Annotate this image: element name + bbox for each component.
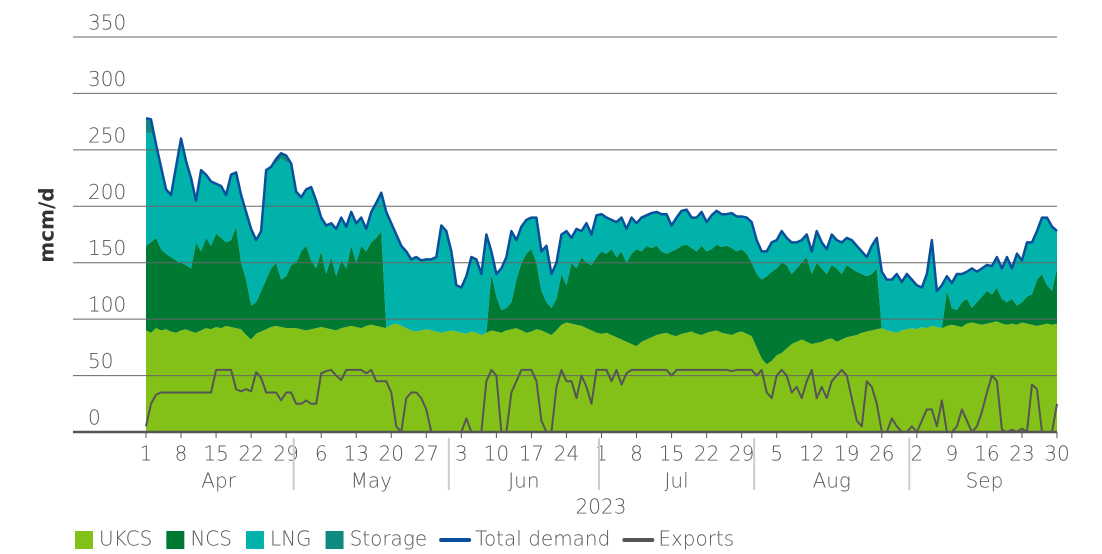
x-tick-label: 26	[869, 442, 894, 466]
legend-label: LNG	[270, 527, 312, 551]
x-tick-label: 30	[1044, 442, 1069, 466]
line-4	[145, 117, 1058, 293]
legend-swatch	[75, 531, 93, 549]
x-tick-label: 10	[484, 442, 509, 466]
x-tick-label: 20	[379, 442, 404, 466]
x-tick-label: 16	[974, 442, 999, 466]
x-tick-label: 13	[344, 442, 369, 466]
month-label: Sep	[966, 469, 1004, 493]
legend-label: Exports	[658, 527, 734, 551]
x-tick-label: 23	[1009, 442, 1034, 466]
legend-label: NCS	[190, 527, 232, 551]
x-tick-label: 29	[273, 442, 298, 466]
area-1	[146, 226, 1057, 365]
month-label: Apr	[201, 469, 236, 493]
month-label: Aug	[813, 469, 851, 493]
x-tick-label: 24	[554, 442, 579, 466]
x-tick-label: 22	[238, 442, 263, 466]
y-tick-label: 250	[88, 123, 126, 147]
month-label: Jun	[508, 469, 539, 493]
x-tick-label: 22	[694, 442, 719, 466]
legend-label: Storage	[350, 527, 428, 551]
x-tick-label: 27	[414, 442, 439, 466]
y-axis-label: mcm/d	[35, 187, 59, 262]
x-tick-label: 29	[729, 442, 754, 466]
y-tick-label: 100	[88, 293, 126, 317]
y-tick-label: 200	[88, 180, 126, 204]
month-label: Jul	[665, 469, 689, 493]
y-tick-label: 150	[88, 236, 126, 260]
x-tick-label: 15	[203, 442, 228, 466]
x-tick-label: 3	[455, 442, 468, 466]
legend-swatch	[245, 531, 264, 549]
x-tick-label: 6	[315, 442, 328, 466]
x-tick-label: 19	[834, 442, 859, 466]
x-tick-label: 17	[519, 442, 544, 466]
y-tick-label: 50	[88, 349, 113, 373]
legend-label: Total demand	[475, 527, 610, 551]
x-tick-label: 15	[659, 442, 684, 466]
x-tick-label: 2	[910, 442, 923, 466]
x-tick-label: 5	[770, 442, 783, 466]
month-label: May	[351, 469, 392, 493]
legend-swatch	[325, 531, 344, 549]
y-tick-label: 0	[88, 406, 101, 430]
legend-swatch	[166, 531, 185, 549]
area-0	[146, 321, 1057, 432]
x-tick-label: 1	[140, 442, 153, 466]
legend-label: UKCS	[99, 527, 152, 551]
y-tick-label: 350	[88, 11, 126, 35]
area-2	[146, 132, 1057, 335]
x-tick-label: 9	[946, 442, 959, 466]
y-tick-label: 300	[88, 67, 126, 91]
x-tick-label: 1	[595, 442, 608, 466]
x-tick-label: 8	[630, 442, 643, 466]
x-tick-label: 8	[175, 442, 188, 466]
line-5	[145, 368, 1058, 433]
x-axis-label: 2023	[576, 495, 627, 519]
x-tick-label: 12	[799, 442, 824, 466]
